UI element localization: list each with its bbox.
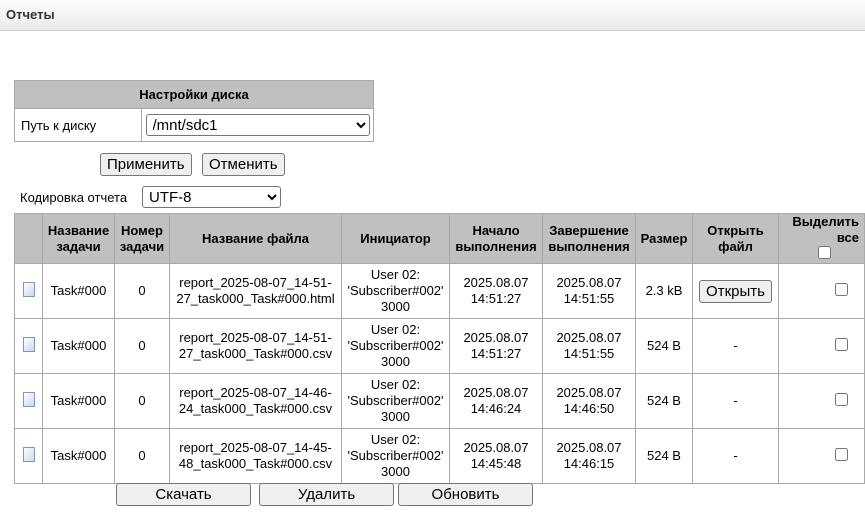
- col-end: Завершение выполнения: [542, 213, 636, 264]
- start-time: 2025.08.07 14:45:48: [449, 428, 543, 484]
- col-task-name: Название задачи: [42, 213, 115, 264]
- start-time: 2025.08.07 14:51:27: [449, 318, 543, 374]
- file-name: report_2025-08-07_14-45-48_task000_Task#…: [169, 428, 342, 484]
- task-number: 0: [114, 373, 170, 429]
- task-number: 0: [114, 428, 170, 484]
- file-icon: [22, 336, 35, 352]
- select-all-checkbox[interactable]: [818, 246, 831, 259]
- file-size: 524 B: [635, 428, 693, 484]
- refresh-button[interactable]: Обновить: [398, 483, 533, 506]
- open-cell: -: [692, 373, 779, 429]
- table-row: Task#000 0 report_2025-08-07_14-51-27_ta…: [14, 318, 865, 374]
- disk-settings-table: Настройки диска Путь к диску /mnt/sdc1: [14, 80, 374, 142]
- file-name: report_2025-08-07_14-46-24_task000_Task#…: [169, 373, 342, 429]
- open-file-button[interactable]: Открыть: [699, 279, 772, 303]
- table-row: Task#000 0 report_2025-08-07_14-51-27_ta…: [14, 263, 865, 319]
- file-size: 524 B: [635, 373, 693, 429]
- table-row: Task#000 0 report_2025-08-07_14-45-48_ta…: [14, 428, 865, 484]
- task-number: 0: [114, 318, 170, 374]
- reports-table: Название задачи Номер задачи Название фа…: [14, 213, 865, 484]
- end-time: 2025.08.07 14:46:50: [542, 373, 636, 429]
- open-cell: Открыть: [692, 263, 779, 319]
- task-name: Task#000: [42, 373, 115, 429]
- task-name: Task#000: [42, 263, 115, 319]
- apply-button[interactable]: Применить: [100, 153, 192, 176]
- task-number: 0: [114, 263, 170, 319]
- file-icon: [22, 391, 35, 407]
- end-time: 2025.08.07 14:46:15: [542, 428, 636, 484]
- task-name: Task#000: [42, 428, 115, 484]
- table-row: Task#000 0 report_2025-08-07_14-46-24_ta…: [14, 373, 865, 429]
- file-icon: [22, 281, 35, 297]
- row-checkbox[interactable]: [835, 282, 848, 296]
- initiator: User 02: 'Subscriber#002' 3000: [341, 373, 450, 429]
- encoding-label: Кодировка отчета: [20, 190, 128, 205]
- file-icon: [22, 446, 35, 462]
- open-cell: -: [692, 428, 779, 484]
- end-time: 2025.08.07 14:51:55: [542, 263, 636, 319]
- cancel-button[interactable]: Отменить: [202, 153, 285, 176]
- start-time: 2025.08.07 14:46:24: [449, 373, 543, 429]
- encoding-select[interactable]: UTF-8: [142, 186, 281, 208]
- file-name: report_2025-08-07_14-51-27_task000_Task#…: [169, 263, 342, 319]
- file-size: 2.3 kB: [635, 263, 693, 319]
- row-checkbox[interactable]: [835, 447, 848, 461]
- download-button[interactable]: Скачать: [116, 483, 251, 506]
- col-file-name: Название файла: [169, 213, 342, 264]
- disk-path-label: Путь к диску: [14, 108, 142, 142]
- initiator: User 02: 'Subscriber#002' 3000: [341, 428, 450, 484]
- disk-settings-title: Настройки диска: [14, 80, 374, 109]
- col-start: Начало выполнения: [449, 213, 543, 264]
- start-time: 2025.08.07 14:51:27: [449, 263, 543, 319]
- col-size: Размер: [635, 213, 693, 264]
- delete-button[interactable]: Удалить: [259, 483, 394, 506]
- col-initiator: Инициатор: [341, 213, 450, 264]
- file-size: 524 B: [635, 318, 693, 374]
- open-cell: -: [692, 318, 779, 374]
- row-checkbox[interactable]: [835, 337, 848, 351]
- col-select-all: Выделить все: [778, 213, 865, 264]
- row-checkbox[interactable]: [835, 392, 848, 406]
- file-name: report_2025-08-07_14-51-27_task000_Task#…: [169, 318, 342, 374]
- task-name: Task#000: [42, 318, 115, 374]
- disk-path-select[interactable]: /mnt/sdc1: [145, 114, 370, 136]
- end-time: 2025.08.07 14:51:55: [542, 318, 636, 374]
- col-open-file: Открыть файл: [692, 213, 779, 264]
- initiator: User 02: 'Subscriber#002' 3000: [341, 318, 450, 374]
- page-header: Отчеты: [0, 0, 865, 31]
- initiator: User 02: 'Subscriber#002' 3000: [341, 263, 450, 319]
- col-task-number: Номер задачи: [114, 213, 170, 264]
- page-title: Отчеты: [6, 7, 55, 22]
